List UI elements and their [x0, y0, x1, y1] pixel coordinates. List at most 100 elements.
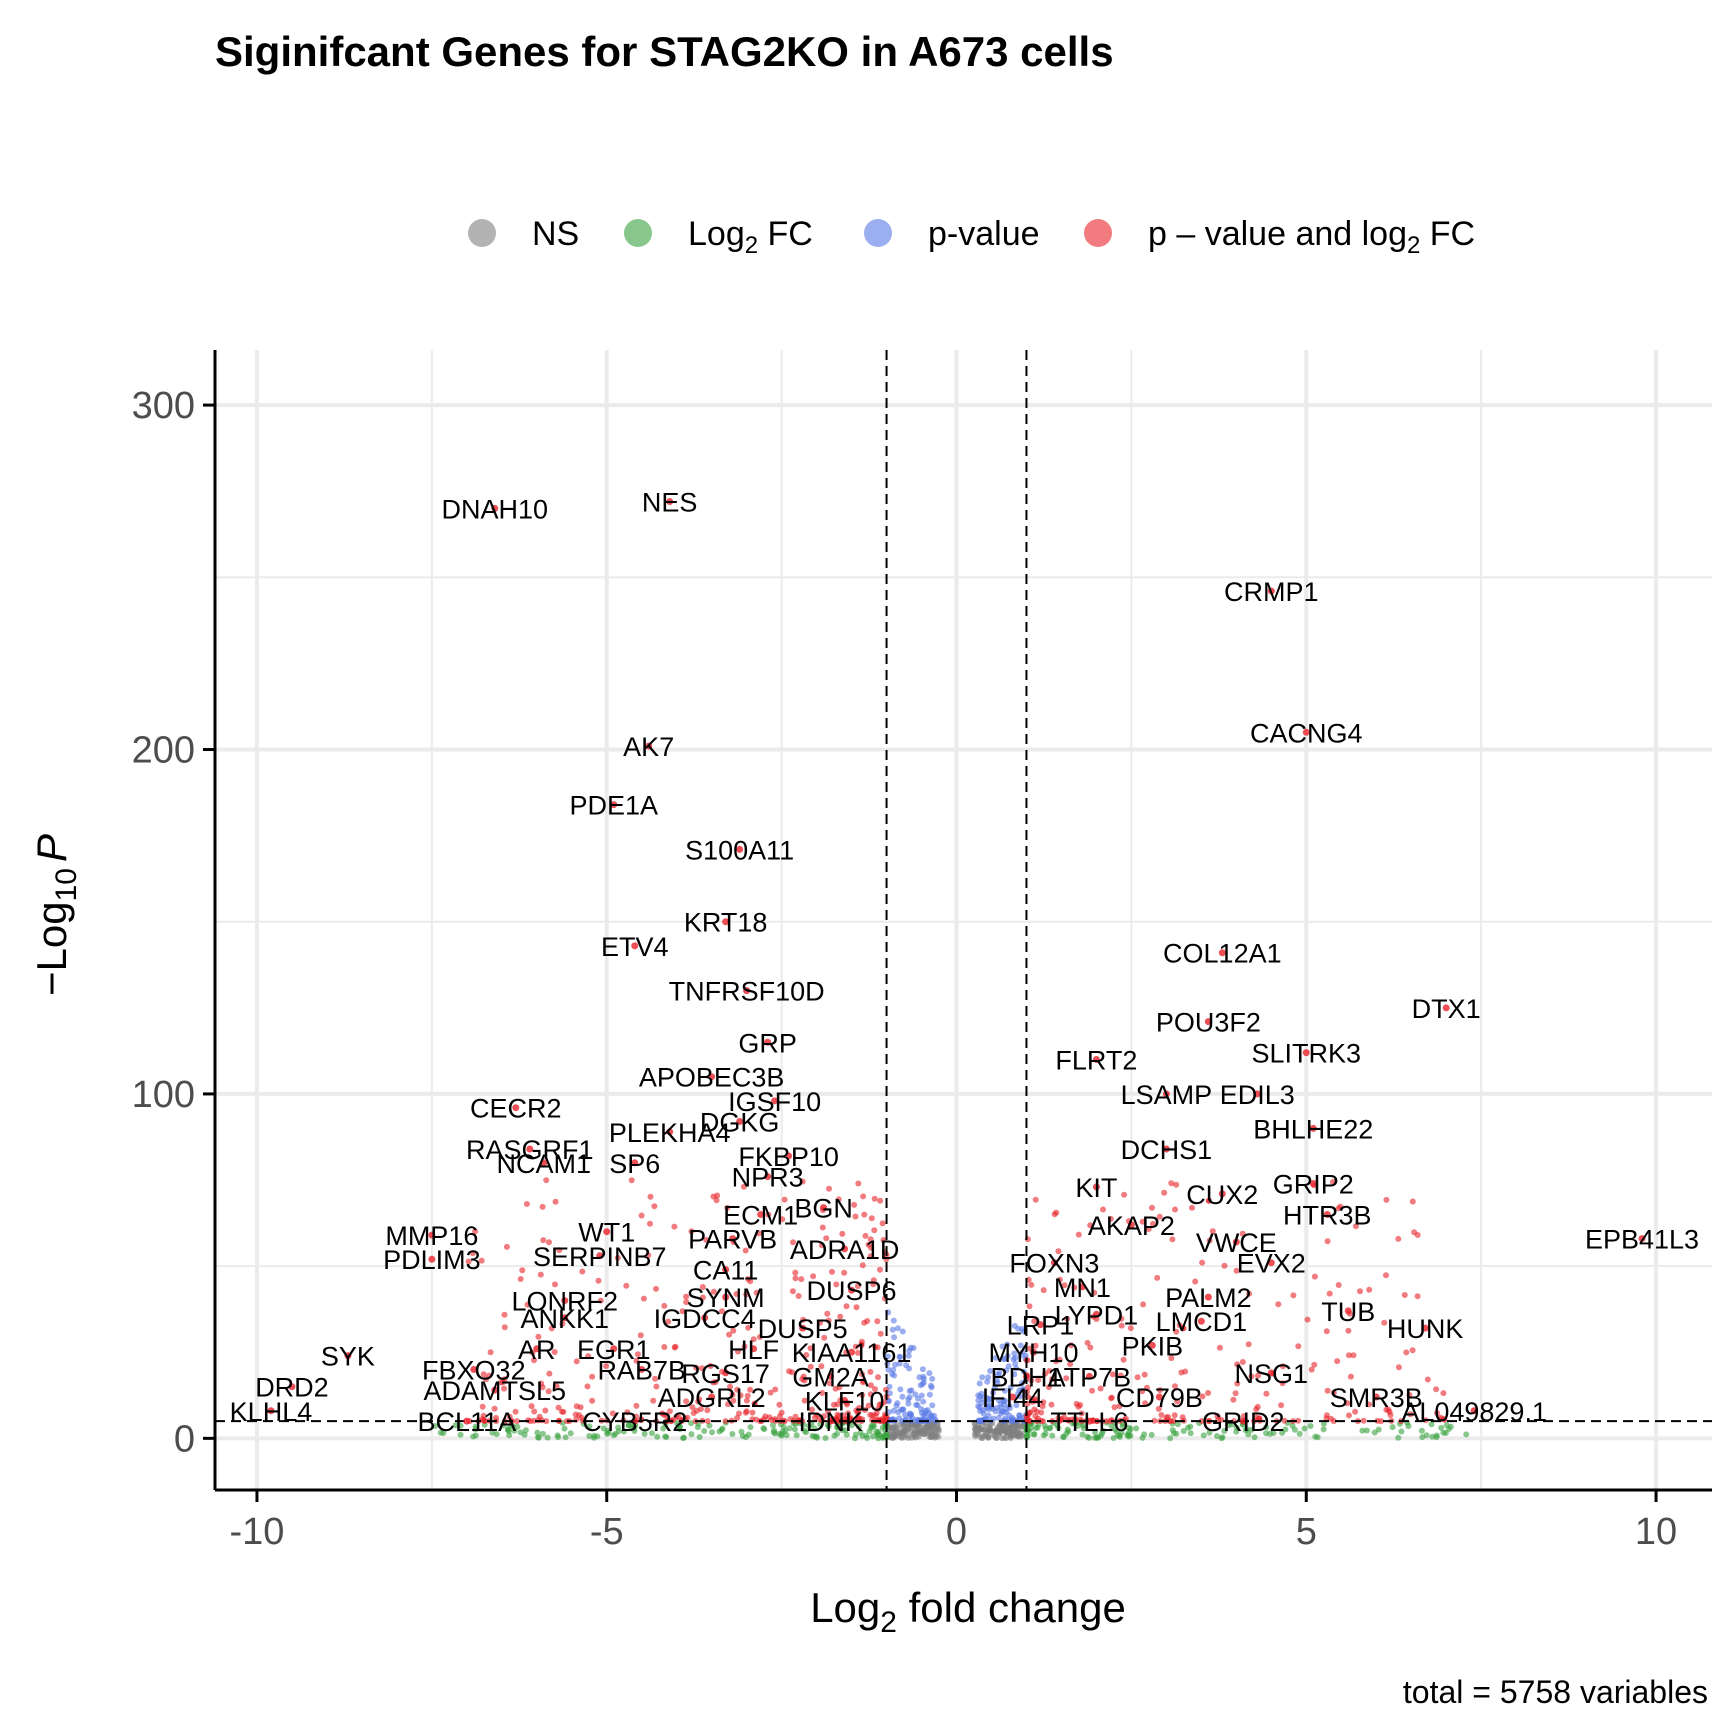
- point-both: [776, 1401, 783, 1408]
- point-both: [792, 1413, 799, 1420]
- point-GRID2: [1239, 1417, 1247, 1425]
- point-both: [1158, 1412, 1165, 1418]
- point-both: [584, 1383, 591, 1390]
- point-both: [640, 1295, 647, 1302]
- point-fc: [857, 1429, 864, 1436]
- point-p: [929, 1375, 936, 1382]
- point-fc: [567, 1430, 574, 1437]
- point-both: [821, 1334, 828, 1341]
- gene-label-NCAM1: NCAM1: [497, 1149, 592, 1179]
- point-both: [825, 1317, 832, 1324]
- gene-label-FBXO32: FBXO32: [422, 1355, 526, 1385]
- point-p: [885, 1366, 892, 1373]
- point-both: [546, 1370, 553, 1377]
- point-DUSP6: [848, 1286, 856, 1294]
- point-LONRF2: [561, 1297, 569, 1305]
- gene-label-SMR3B: SMR3B: [1330, 1383, 1423, 1413]
- point-both: [1278, 1402, 1285, 1409]
- point-both: [693, 1364, 700, 1371]
- point-FBXO32: [470, 1365, 478, 1373]
- point-both: [523, 1201, 530, 1207]
- point-both: [795, 1293, 802, 1299]
- point-CA11: [722, 1266, 730, 1274]
- point-both: [1029, 1398, 1036, 1405]
- gene-label-MYH10: MYH10: [988, 1338, 1078, 1368]
- point-both: [1256, 1415, 1263, 1422]
- gene-label-PARVB: PARVB: [688, 1225, 777, 1255]
- point-both: [881, 1399, 888, 1406]
- point-fc: [649, 1430, 655, 1437]
- point-both: [1395, 1235, 1402, 1242]
- gene-label-LMCD1: LMCD1: [1156, 1307, 1248, 1337]
- point-p: [896, 1353, 903, 1360]
- point-both: [867, 1253, 874, 1260]
- point-p: [989, 1395, 995, 1402]
- point-p: [991, 1384, 998, 1391]
- point-ns: [972, 1427, 979, 1434]
- point-p: [906, 1347, 913, 1354]
- point-PALM2: [1204, 1293, 1212, 1301]
- point-both: [661, 1302, 668, 1309]
- point-WT1: [603, 1228, 611, 1236]
- point-p: [993, 1377, 1000, 1384]
- point-fc: [770, 1422, 776, 1429]
- point-both: [799, 1178, 806, 1185]
- point-both: [819, 1390, 826, 1396]
- point-TTLL6: [1085, 1417, 1093, 1425]
- point-EDIL3: [1253, 1090, 1261, 1098]
- gene-label-LRP1: LRP1: [1007, 1311, 1075, 1341]
- point-fc: [1371, 1429, 1378, 1436]
- point-both: [859, 1262, 866, 1269]
- point-IDNK: [827, 1417, 835, 1425]
- point-both: [1357, 1288, 1363, 1295]
- point-both: [1024, 1416, 1031, 1423]
- point-both: [781, 1196, 788, 1203]
- point-both: [1141, 1371, 1148, 1378]
- point-both: [1199, 1259, 1206, 1266]
- unlabeled-points: [432, 1177, 1470, 1442]
- point-fc: [1395, 1434, 1402, 1441]
- point-both: [1395, 1364, 1402, 1371]
- point-both: [1121, 1191, 1128, 1198]
- point-both: [871, 1227, 878, 1234]
- gene-label-RASGRF1: RASGRF1: [466, 1135, 594, 1165]
- point-both: [1383, 1272, 1389, 1279]
- point-fc: [745, 1431, 752, 1438]
- point-both: [469, 1250, 476, 1257]
- legend-label-p: p-value: [928, 215, 1040, 253]
- x-axis-title: Log2 fold change: [810, 1584, 1126, 1639]
- gene-label-HLF: HLF: [728, 1335, 779, 1365]
- point-both: [1324, 1387, 1331, 1394]
- point-fc: [625, 1422, 632, 1429]
- point-both: [531, 1357, 537, 1364]
- point-both: [555, 1404, 562, 1411]
- point-both: [628, 1177, 635, 1184]
- point-RGS17: [722, 1369, 730, 1377]
- point-both: [480, 1417, 487, 1424]
- gene-label-SYNM: SYNM: [687, 1283, 765, 1313]
- point-both: [1248, 1373, 1255, 1380]
- point-both: [653, 1285, 659, 1292]
- point-SERPINB7: [596, 1252, 604, 1260]
- point-both: [1142, 1400, 1149, 1407]
- point-both: [826, 1380, 833, 1387]
- point-ADGRL2: [708, 1393, 716, 1401]
- legend: NS Log2 FC p-value p – value and log2 FC: [468, 215, 1475, 259]
- gene-label-IGDCC4: IGDCC4: [654, 1304, 756, 1334]
- point-both: [517, 1276, 524, 1282]
- point-both: [792, 1269, 799, 1276]
- point-both: [1233, 1267, 1240, 1274]
- point-fc: [1267, 1430, 1273, 1437]
- point-both: [551, 1349, 558, 1355]
- point-fc: [1185, 1424, 1191, 1431]
- point-fc: [852, 1431, 859, 1438]
- point-both: [479, 1403, 486, 1410]
- point-both: [1234, 1361, 1241, 1368]
- point-both: [839, 1230, 846, 1237]
- point-both: [786, 1368, 793, 1375]
- gene-label-DUSP5: DUSP5: [758, 1314, 848, 1344]
- point-fc: [1127, 1432, 1134, 1439]
- point-HLF: [750, 1345, 758, 1353]
- point-p: [929, 1402, 936, 1409]
- point-both: [545, 1388, 552, 1395]
